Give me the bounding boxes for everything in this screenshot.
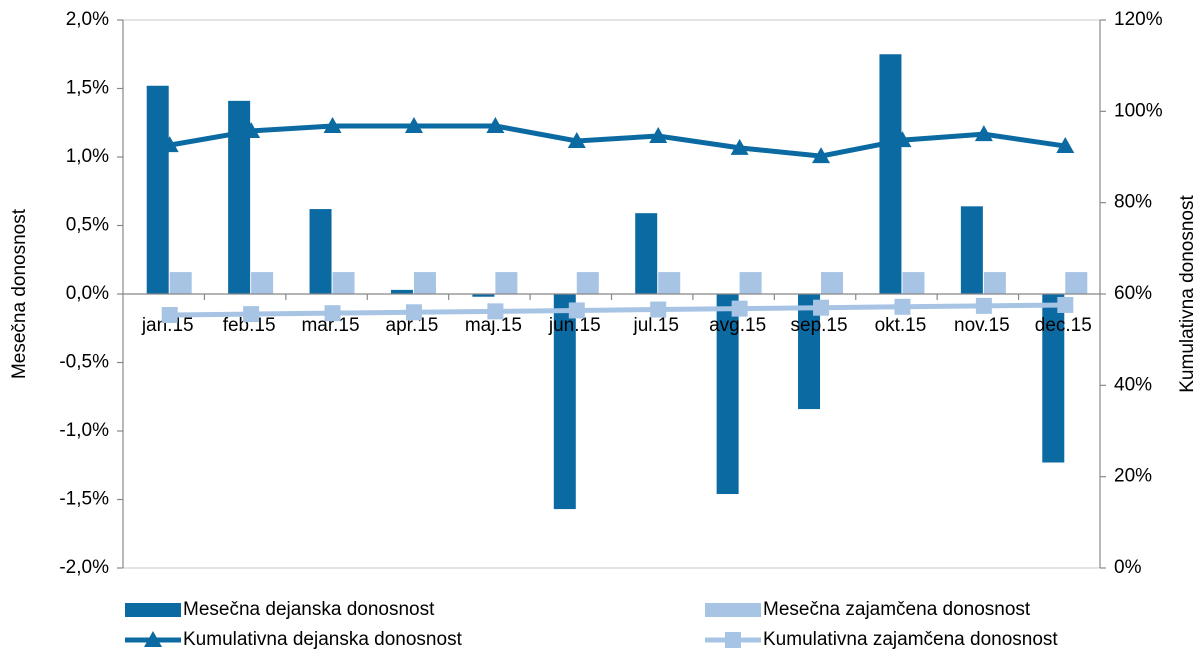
marker xyxy=(812,147,831,164)
y2-tick-label: 100% xyxy=(1114,100,1163,121)
marker xyxy=(323,116,342,133)
bar xyxy=(879,54,902,294)
marker xyxy=(893,131,912,148)
legend-label: Kumulativna dejanska donosnost xyxy=(183,629,463,650)
line xyxy=(169,123,1066,159)
marker xyxy=(725,632,741,648)
marker xyxy=(1056,137,1075,154)
marker xyxy=(161,307,178,324)
marker xyxy=(242,121,261,138)
y2-tick-label: 80% xyxy=(1114,192,1152,213)
marker xyxy=(160,136,179,153)
x-tick-label: mar.15 xyxy=(301,315,359,336)
legend-label: Mesečna dejanska donosnost xyxy=(183,599,435,620)
marker xyxy=(486,116,505,133)
x-tick-label: apr.15 xyxy=(386,315,439,336)
marker xyxy=(405,304,422,321)
x-tick-label: okt.15 xyxy=(875,315,927,336)
bar xyxy=(413,272,436,294)
y2-tick-label: 20% xyxy=(1114,466,1152,487)
bar xyxy=(251,272,274,294)
y-tick-label: -1,5% xyxy=(59,489,109,510)
marker xyxy=(894,298,911,315)
bar xyxy=(332,272,355,294)
bar xyxy=(169,272,192,294)
legend-label: Mesečna zajamčena donosnost xyxy=(763,599,1031,620)
bar xyxy=(146,85,169,294)
x-tick-label: maj.15 xyxy=(465,315,522,336)
bar xyxy=(495,272,518,294)
y-tick-label: -1,0% xyxy=(59,420,109,441)
legend-swatch xyxy=(125,603,181,617)
marker xyxy=(1057,296,1074,313)
bar xyxy=(902,272,925,294)
y2-tick-label: 60% xyxy=(1114,283,1152,304)
marker xyxy=(975,297,992,314)
bar xyxy=(739,272,762,294)
marker xyxy=(243,306,260,323)
marker xyxy=(731,300,748,317)
bar xyxy=(1065,272,1088,294)
y2-tick-label: 120% xyxy=(1114,9,1163,30)
bar xyxy=(821,272,844,294)
marker xyxy=(144,631,162,647)
line xyxy=(169,302,1066,318)
x-tick-label: sep.15 xyxy=(791,315,848,336)
x-tick-label: dec.15 xyxy=(1035,315,1092,336)
bar xyxy=(658,272,681,294)
marker xyxy=(568,302,585,319)
y-tick-label: 0,0% xyxy=(66,283,109,304)
y2-tick-label: 40% xyxy=(1114,374,1152,395)
y2-axis-title: Kumulativna donosnost xyxy=(1177,195,1198,393)
y2-tick-label: 0% xyxy=(1114,557,1142,578)
bar xyxy=(576,272,599,294)
y-tick-label: -2,0% xyxy=(59,557,109,578)
legend-swatch xyxy=(705,603,761,617)
marker xyxy=(813,299,830,316)
bar xyxy=(309,209,332,294)
marker xyxy=(730,138,749,155)
marker xyxy=(324,305,341,322)
y-tick-label: -0,5% xyxy=(59,352,109,373)
marker xyxy=(487,303,504,320)
bar xyxy=(635,213,658,294)
bar xyxy=(983,272,1006,294)
x-tick-label: jan.15 xyxy=(141,315,194,336)
bar xyxy=(390,289,413,294)
bar xyxy=(1042,294,1065,463)
x-tick-label: nov.15 xyxy=(954,315,1010,336)
marker xyxy=(650,301,667,318)
bar xyxy=(553,294,576,510)
x-tick-label: jun.15 xyxy=(548,315,601,336)
marker xyxy=(649,126,668,143)
x-tick-label: feb.15 xyxy=(223,315,276,336)
bar xyxy=(472,294,495,297)
bar xyxy=(716,294,739,495)
bar xyxy=(228,100,251,294)
y-tick-label: 0,5% xyxy=(66,215,109,236)
bar xyxy=(960,206,983,294)
legend-label: Kumulativna zajamčena donosnost xyxy=(763,629,1058,650)
x-tick-label: jul.15 xyxy=(632,315,678,336)
x-tick-label: avg.15 xyxy=(709,315,766,336)
bar xyxy=(798,294,821,410)
marker xyxy=(974,125,993,142)
y-tick-label: 1,0% xyxy=(66,146,109,167)
marker xyxy=(567,132,586,149)
y-tick-label: 2,0% xyxy=(66,9,109,30)
y-tick-label: 1,5% xyxy=(66,78,109,99)
marker xyxy=(404,116,423,133)
y-axis-title: Mesečna donosnost xyxy=(9,208,30,379)
